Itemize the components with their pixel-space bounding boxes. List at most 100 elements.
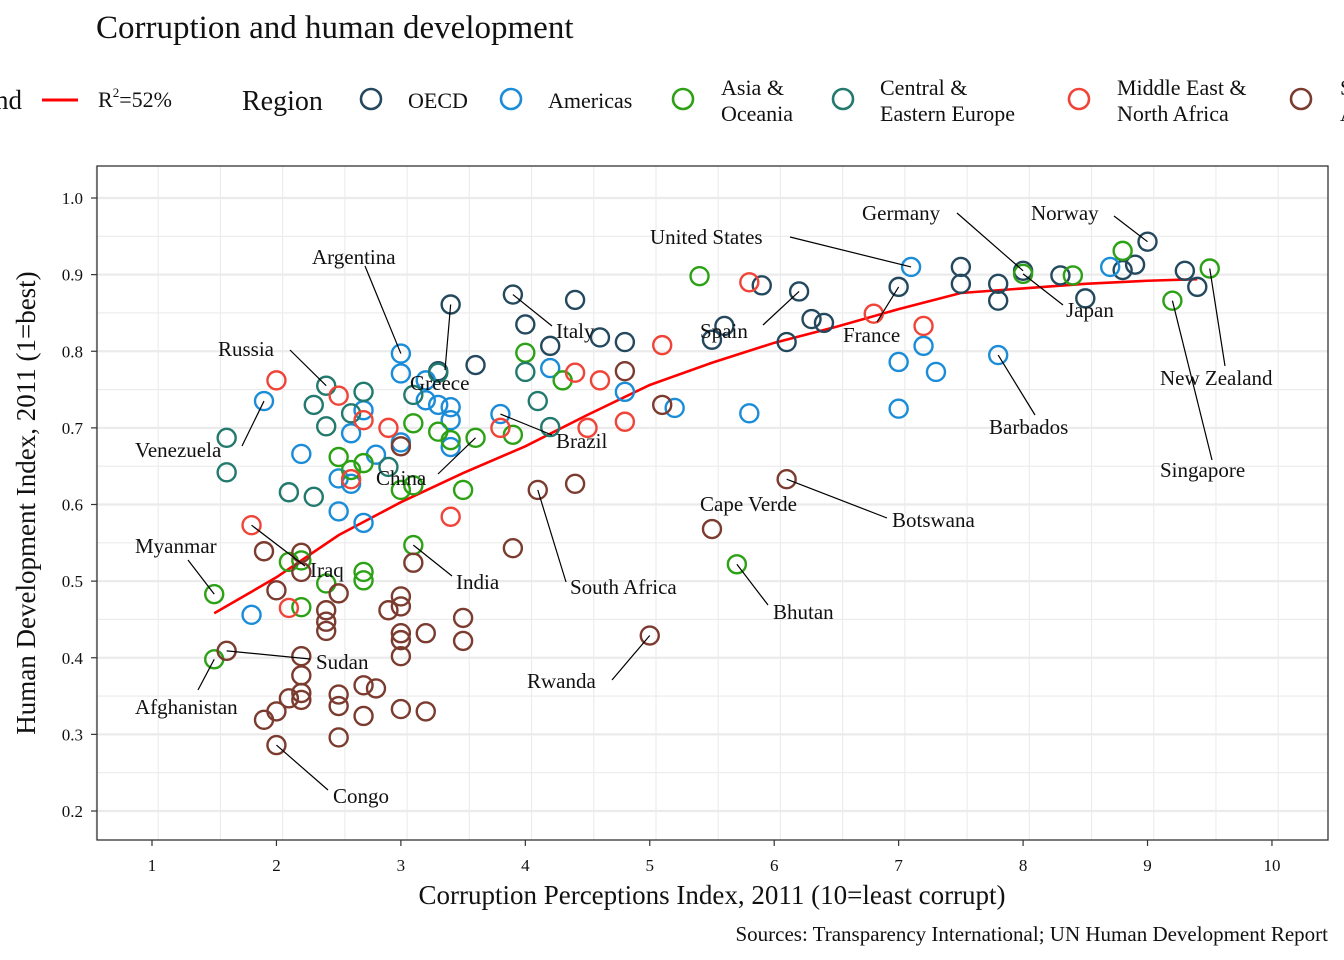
annotation-label: Brazil xyxy=(556,429,607,453)
data-point-mena xyxy=(241,514,262,536)
data-point-ssa xyxy=(328,583,349,604)
annotation-leader-line xyxy=(437,437,476,475)
data-point-americas xyxy=(291,443,312,465)
data-point-americas xyxy=(987,344,1009,366)
data-point-ssa xyxy=(291,689,312,711)
legend-label-mena-line2: North Africa xyxy=(1117,101,1229,126)
plot-panel: Congo Sudan Afghanistan Myanmar Iraq Venezuel… xyxy=(62,165,1329,875)
annotation-label: Spain xyxy=(700,319,748,343)
data-point-americas xyxy=(440,410,461,431)
data-point-americas xyxy=(664,397,685,419)
legend-key-ssa xyxy=(1289,87,1313,111)
data-point-cee xyxy=(316,375,337,396)
data-point-mena xyxy=(328,385,349,406)
data-point-americas xyxy=(925,361,947,383)
annotation-label: Congo xyxy=(333,784,389,808)
annotation-label: Afghanistan xyxy=(135,695,238,719)
data-point-ssa xyxy=(353,675,374,696)
data-point-americas xyxy=(739,403,760,424)
data-point-oecd xyxy=(801,308,822,330)
data-point-oecd xyxy=(888,276,909,298)
data-point-ssa xyxy=(390,698,412,720)
data-point-americas xyxy=(440,436,461,458)
x-tick-label: 8 xyxy=(1019,856,1028,875)
legend-key-americas xyxy=(499,87,523,111)
data-point-americas xyxy=(490,403,511,425)
annotation-leader-line xyxy=(289,349,327,387)
legend-trend-label: R2=52% xyxy=(98,85,172,112)
y-tick-label: 0.5 xyxy=(62,572,83,591)
annotation-leader-line xyxy=(251,524,306,567)
data-point-oecd xyxy=(776,331,797,353)
y-tick-label: 0.4 xyxy=(62,649,84,668)
data-point-oecd xyxy=(1187,276,1208,298)
data-point-ssa xyxy=(328,695,349,717)
data-point-asia xyxy=(340,459,362,481)
annotation-leader-line xyxy=(444,304,452,371)
data-point-oecd xyxy=(540,335,561,357)
data-point-mena xyxy=(739,272,760,293)
annotation-label: Japan xyxy=(1066,298,1114,322)
data-point-asia xyxy=(353,570,374,591)
annotation-label: Norway xyxy=(1031,201,1099,225)
data-point-asia xyxy=(390,479,412,501)
legend-label-asia: Asia & xyxy=(721,75,784,100)
data-point-americas xyxy=(1099,256,1121,278)
data-point-ssa xyxy=(316,620,337,642)
annotation-leader-line xyxy=(197,659,215,691)
annotation-leader-line xyxy=(512,294,553,327)
data-point-ssa xyxy=(328,727,349,748)
annotation-leader-line xyxy=(226,650,311,660)
annotation-label: Barbados xyxy=(989,415,1068,439)
x-tick-label: 9 xyxy=(1143,856,1152,875)
x-tick-label: 3 xyxy=(397,856,406,875)
data-point-cee xyxy=(316,416,337,437)
annotation-leader-line xyxy=(187,559,215,595)
data-point-americas xyxy=(415,390,436,411)
data-point-ssa xyxy=(353,705,374,727)
data-point-ssa xyxy=(390,623,412,644)
legend-key-asia xyxy=(671,87,695,111)
data-point-oecd xyxy=(1075,288,1096,309)
annotation-label: Sudan xyxy=(316,650,369,674)
data-point-americas xyxy=(888,351,909,373)
data-point-asia xyxy=(1199,258,1220,279)
data-point-americas xyxy=(440,396,461,418)
data-point-ssa xyxy=(502,537,524,559)
data-point-asia xyxy=(1012,263,1034,285)
y-tick-label: 0.9 xyxy=(62,266,83,285)
x-tick-label: 4 xyxy=(521,856,530,875)
data-point-americas xyxy=(913,335,934,357)
annotation-leader-line xyxy=(1022,273,1064,306)
data-point-americas xyxy=(328,501,349,522)
data-point-ssa xyxy=(266,734,287,756)
annotation-label: Iraq xyxy=(310,558,344,582)
data-point-cee xyxy=(340,403,362,424)
data-point-americas xyxy=(241,604,262,626)
legend-region-title: Region xyxy=(242,86,323,117)
data-point-oecd xyxy=(440,294,461,315)
data-point-asia xyxy=(328,446,349,468)
data-point-mena xyxy=(266,370,287,391)
annotation-label: India xyxy=(456,570,500,594)
annotation-label: France xyxy=(843,323,900,347)
x-tick-label: 10 xyxy=(1263,856,1280,875)
data-point-cee xyxy=(428,362,449,383)
data-point-asia xyxy=(1112,240,1133,262)
data-point-ssa xyxy=(266,701,287,722)
legend-label-ssa-line2: Africa xyxy=(1340,101,1344,126)
trend-line xyxy=(213,277,1198,615)
legend-label-cee: Central & xyxy=(880,75,967,100)
panel-border xyxy=(96,165,1329,841)
data-point-mena xyxy=(614,411,636,432)
annotation-leader-line xyxy=(956,212,1024,272)
data-point-oecd xyxy=(465,354,486,376)
data-point-americas xyxy=(900,256,922,278)
data-point-mena xyxy=(652,334,673,356)
data-point-ssa xyxy=(652,394,673,416)
x-tick-label: 7 xyxy=(894,856,903,875)
data-point-ssa xyxy=(390,646,412,667)
data-point-mena xyxy=(577,417,598,439)
annotation-leader-line xyxy=(611,635,651,681)
